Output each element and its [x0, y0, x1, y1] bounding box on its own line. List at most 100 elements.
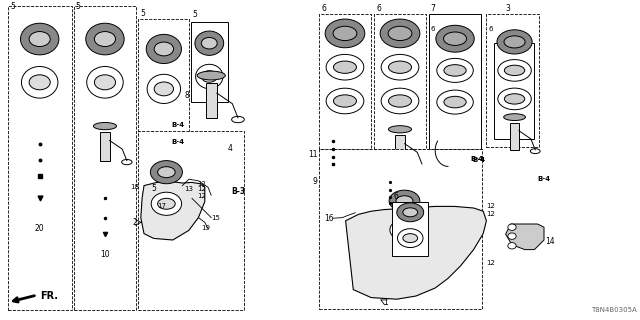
Text: 12: 12	[197, 187, 206, 192]
Text: 13: 13	[184, 187, 193, 192]
Text: 6: 6	[489, 26, 493, 32]
Ellipse shape	[154, 82, 173, 96]
Ellipse shape	[154, 42, 173, 56]
Text: 15: 15	[211, 215, 220, 220]
Text: 12: 12	[197, 181, 206, 187]
Text: 6: 6	[394, 192, 399, 201]
Bar	[510, 123, 519, 150]
Text: 14: 14	[545, 237, 555, 246]
Ellipse shape	[20, 23, 59, 55]
Ellipse shape	[397, 229, 423, 248]
Ellipse shape	[388, 26, 412, 41]
Ellipse shape	[333, 95, 356, 107]
Polygon shape	[346, 206, 486, 299]
Bar	[138, 19, 189, 134]
Text: 18: 18	[130, 184, 139, 190]
Text: B-4: B-4	[472, 157, 485, 163]
Ellipse shape	[22, 67, 58, 98]
Ellipse shape	[508, 224, 516, 230]
Ellipse shape	[87, 67, 123, 98]
Ellipse shape	[388, 61, 412, 73]
Bar	[138, 131, 244, 310]
Text: 5: 5	[76, 2, 81, 11]
Ellipse shape	[29, 32, 51, 46]
Text: 12: 12	[197, 193, 206, 199]
Ellipse shape	[95, 75, 116, 90]
Ellipse shape	[326, 88, 364, 114]
Ellipse shape	[504, 114, 525, 121]
Bar	[205, 83, 217, 118]
Text: 20: 20	[35, 224, 45, 233]
Ellipse shape	[531, 149, 540, 154]
Text: FR.: FR.	[40, 291, 58, 301]
Text: 4: 4	[227, 144, 232, 153]
Ellipse shape	[504, 94, 525, 104]
Ellipse shape	[202, 37, 217, 49]
Ellipse shape	[150, 161, 182, 184]
Text: 7: 7	[431, 4, 436, 13]
Text: B-4: B-4	[172, 122, 185, 128]
Ellipse shape	[444, 65, 466, 76]
Bar	[319, 149, 482, 309]
Bar	[319, 14, 371, 149]
Ellipse shape	[196, 64, 223, 89]
Ellipse shape	[436, 25, 474, 52]
Ellipse shape	[436, 90, 474, 114]
Text: 6: 6	[321, 4, 326, 13]
Ellipse shape	[381, 88, 419, 114]
Ellipse shape	[325, 19, 365, 48]
Text: B-4: B-4	[470, 156, 484, 162]
Text: B-4: B-4	[538, 176, 551, 182]
Ellipse shape	[498, 88, 531, 110]
Polygon shape	[141, 182, 205, 240]
Ellipse shape	[86, 23, 124, 55]
Ellipse shape	[93, 123, 116, 130]
Text: 10: 10	[100, 250, 110, 259]
Ellipse shape	[498, 60, 531, 81]
Ellipse shape	[147, 34, 182, 64]
Ellipse shape	[380, 19, 420, 48]
Ellipse shape	[151, 192, 182, 215]
Text: 8: 8	[184, 92, 189, 100]
Text: 11: 11	[308, 150, 317, 159]
Ellipse shape	[202, 71, 217, 82]
Bar	[396, 135, 404, 164]
Ellipse shape	[333, 26, 357, 41]
Ellipse shape	[436, 58, 474, 82]
Text: 3: 3	[506, 4, 511, 13]
Ellipse shape	[157, 167, 175, 178]
Text: 5: 5	[193, 10, 198, 19]
Ellipse shape	[388, 126, 412, 133]
Text: 6: 6	[431, 26, 435, 32]
Bar	[191, 22, 228, 102]
Ellipse shape	[29, 75, 51, 90]
Ellipse shape	[95, 32, 116, 46]
Bar	[486, 14, 539, 147]
Ellipse shape	[396, 196, 413, 206]
Ellipse shape	[195, 31, 224, 55]
Ellipse shape	[497, 30, 532, 54]
Text: B-3: B-3	[232, 188, 246, 196]
Ellipse shape	[403, 234, 418, 243]
Text: 12: 12	[486, 260, 495, 266]
Text: B-4: B-4	[172, 140, 185, 145]
Bar	[429, 14, 481, 149]
Polygon shape	[506, 224, 544, 250]
Bar	[374, 14, 426, 149]
Text: 2: 2	[133, 218, 138, 227]
Ellipse shape	[388, 95, 412, 107]
Ellipse shape	[232, 116, 244, 123]
Ellipse shape	[381, 54, 419, 80]
Text: 19: 19	[202, 225, 211, 231]
Text: 5: 5	[10, 2, 15, 11]
Text: 12: 12	[486, 211, 495, 217]
Ellipse shape	[157, 198, 175, 209]
Ellipse shape	[389, 190, 420, 212]
Text: 9: 9	[312, 177, 317, 186]
Ellipse shape	[197, 71, 225, 80]
Ellipse shape	[333, 61, 356, 73]
Ellipse shape	[122, 159, 132, 165]
Bar	[494, 43, 534, 139]
Text: 16: 16	[324, 214, 333, 223]
Ellipse shape	[508, 233, 516, 239]
